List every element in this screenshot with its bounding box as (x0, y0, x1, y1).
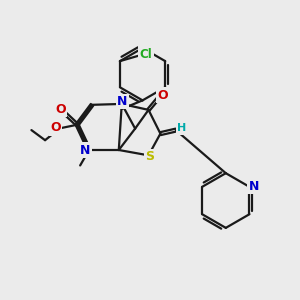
Text: N: N (248, 180, 259, 193)
Text: N: N (117, 95, 128, 108)
Text: S: S (146, 150, 154, 163)
Text: H: H (177, 123, 186, 133)
Text: N: N (80, 143, 91, 157)
Text: O: O (157, 88, 168, 101)
Text: O: O (55, 103, 66, 116)
Text: O: O (50, 121, 61, 134)
Text: Cl: Cl (140, 48, 152, 61)
